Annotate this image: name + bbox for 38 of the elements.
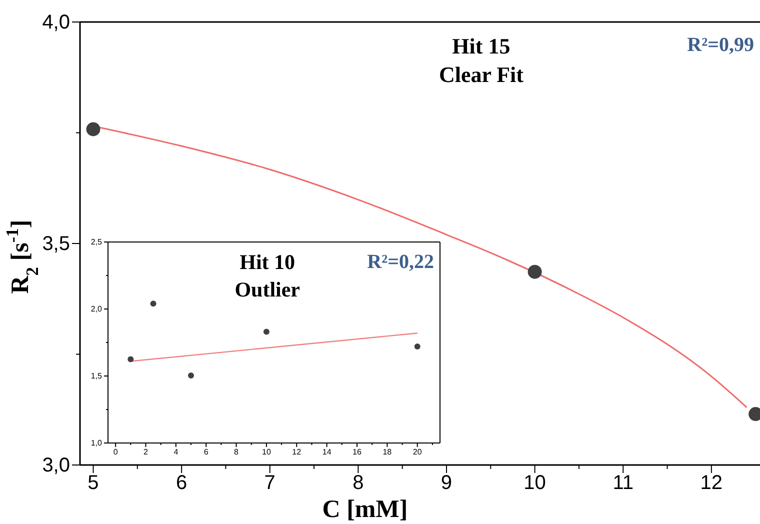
point xyxy=(188,372,194,378)
point xyxy=(128,356,134,362)
x-tick-label: 16 xyxy=(352,448,362,457)
x-axis-title: C [mM] xyxy=(322,496,408,523)
x-tick-label: 10 xyxy=(524,472,546,494)
point xyxy=(150,300,156,307)
x-tick-label: 2 xyxy=(144,448,148,457)
y-tick-label: 1,0 xyxy=(90,438,103,448)
point xyxy=(414,344,420,350)
y-tick-label: 4,0 xyxy=(42,11,70,34)
x-tick-label: 18 xyxy=(382,448,392,457)
x-tick-label: 14 xyxy=(322,448,332,457)
x-tick-label: 10 xyxy=(262,448,272,457)
annotation: Hit 10 Outlier xyxy=(234,250,300,302)
x-tick-label: 12 xyxy=(292,448,302,457)
x-tick-label: 0 xyxy=(113,448,118,457)
x-tick-label: 8 xyxy=(352,472,364,494)
x-tick-label: 9 xyxy=(440,472,452,494)
x-tick-label: 6 xyxy=(204,448,209,457)
x-tick-label: 5 xyxy=(88,472,99,494)
x-tick-label: 4 xyxy=(174,448,179,457)
point xyxy=(263,328,270,335)
annotation: R²=0,99 xyxy=(687,34,754,56)
x-tick-label: 11 xyxy=(612,472,634,494)
annotation: R²=0,22 xyxy=(367,251,434,273)
x-tick-label: 7 xyxy=(264,472,276,494)
annotation: Hit 15 Clear Fit xyxy=(438,33,524,87)
x-tick-label: 20 xyxy=(412,448,422,457)
y-tick-label: 3,5 xyxy=(42,232,70,255)
y-tick-label: 3,0 xyxy=(42,454,70,476)
x-tick-label: 6 xyxy=(176,472,188,494)
y-tick-label: 2,5 xyxy=(90,238,103,247)
x-tick-label: 8 xyxy=(234,448,240,457)
point xyxy=(528,264,542,279)
point xyxy=(86,122,100,136)
y-tick-label: 1,5 xyxy=(90,372,103,381)
x-tick-label: 12 xyxy=(700,472,723,494)
y-tick-label: 2,0 xyxy=(90,304,103,314)
